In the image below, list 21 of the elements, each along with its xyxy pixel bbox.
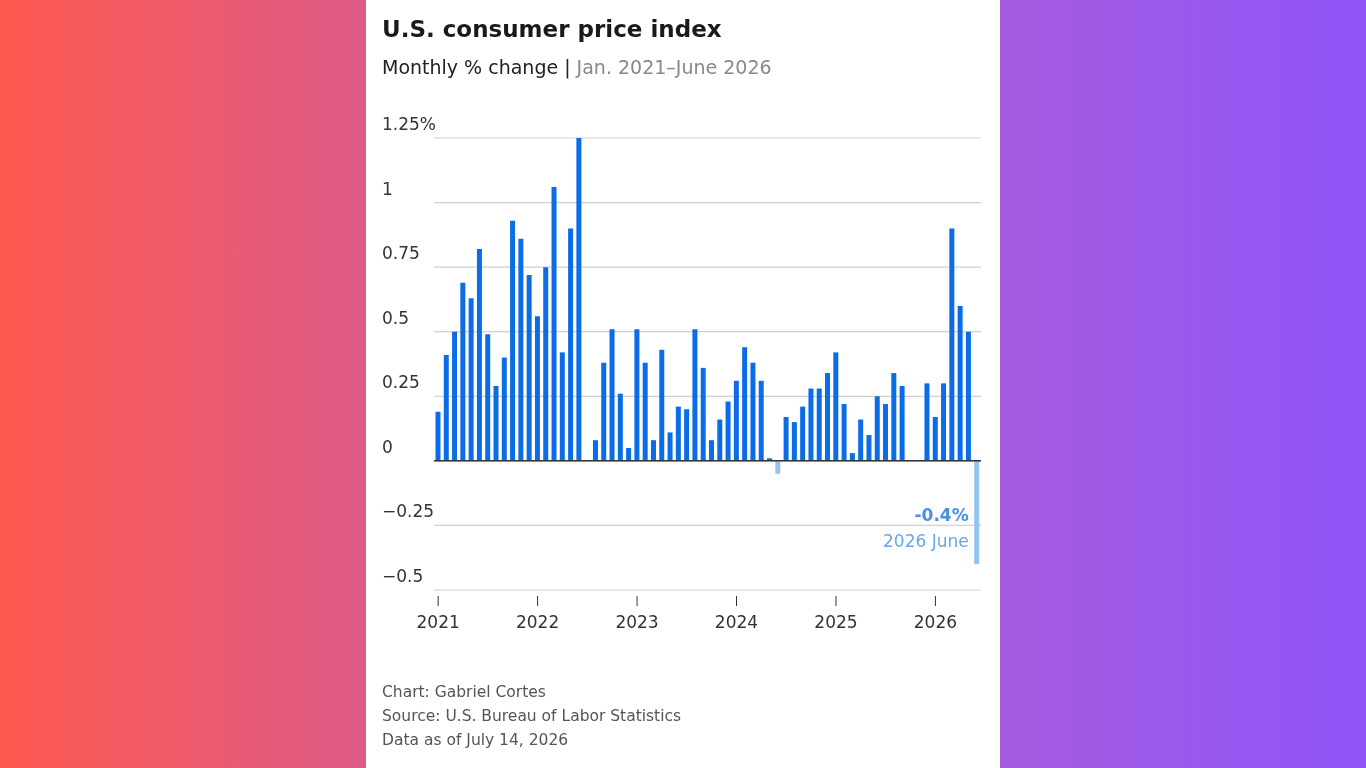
y-tick-label: 0.75 xyxy=(382,243,420,264)
y-tick-label: 1 xyxy=(382,178,393,199)
x-tick-label: 2023 xyxy=(615,612,659,632)
source-note: Source: U.S. Bureau of Labor Statistics xyxy=(382,706,682,727)
y-tick-label: 0.25 xyxy=(382,372,420,393)
chart-subtitle: Monthly % change | Jan. 2021–June 2026 xyxy=(382,56,772,78)
y-tick-label: −0.25 xyxy=(382,501,435,522)
x-tick-label: 2025 xyxy=(814,612,858,632)
annotation: -0.4% xyxy=(914,504,969,527)
x-tick-label: 2024 xyxy=(714,612,759,632)
y-tick-label: −0.5 xyxy=(382,566,424,586)
x-tick-label: 2026 xyxy=(913,612,958,632)
annotation: 2026 June xyxy=(883,530,969,553)
x-tick-label: 2021 xyxy=(416,612,460,632)
x-tick-label: 2022 xyxy=(515,612,560,632)
text: Chart: Gabriel Cortes xyxy=(382,682,547,703)
text: Data as of July 14, 2026 xyxy=(382,730,570,751)
chart-title: U.S. consumer price index xyxy=(382,16,722,42)
y-tick-label: 0.5 xyxy=(382,307,410,328)
y-tick-label: 0 xyxy=(382,436,393,457)
y-tick-label: 1.25% xyxy=(382,114,437,134)
